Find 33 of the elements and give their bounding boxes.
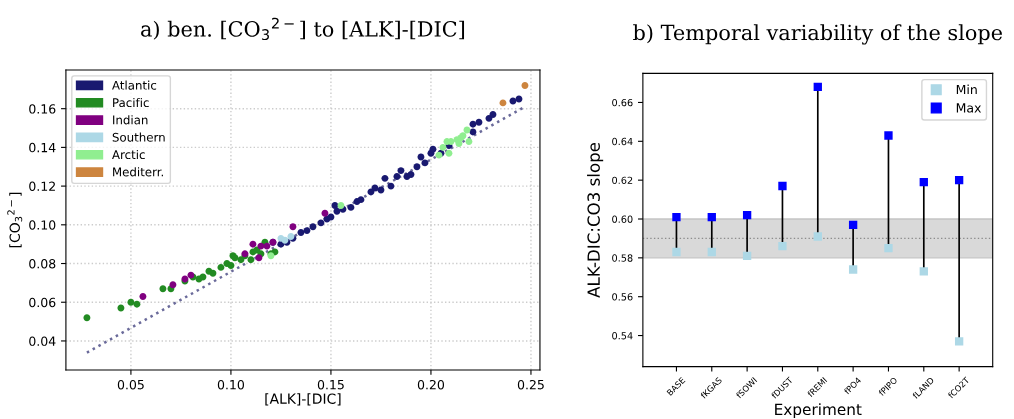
- x-tick-label: 0.05: [117, 379, 144, 390]
- y-tick-label: 0.64: [612, 137, 633, 146]
- y-tick-label: 0.10: [29, 220, 56, 230]
- y-tick-label: 0.06: [29, 297, 56, 308]
- legend-label: Southern: [112, 132, 165, 142]
- legend-label: Max: [956, 103, 982, 113]
- y-tick-label: 0.62: [612, 176, 633, 184]
- y-tick-label: 0.60: [612, 215, 633, 223]
- legend-label: Mediterr.: [113, 167, 163, 177]
- y-axis-title: ALK-DIC:CO3 slope: [587, 142, 604, 298]
- x-axis-title: Experiment: [775, 403, 862, 419]
- y-axis-title: [CO$_{3}$$^{2−}$]: [7, 192, 23, 248]
- x-axis-title: [ALK]-[DIC]: [265, 393, 341, 406]
- y-tick-label: 0.14: [29, 142, 56, 153]
- x-tick-label: 0.15: [317, 379, 344, 390]
- x-tick-label: 0.25: [517, 379, 544, 390]
- chart-title: a) ben. [CO$_{3}$$^{2−}$] to [ALK]-[DIC]: [141, 17, 465, 41]
- y-tick-label: 0.66: [612, 98, 633, 107]
- legend-label: Pacific: [113, 97, 149, 108]
- y-tick-label: 0.04: [29, 336, 56, 346]
- y-tick-label: 0.54: [612, 332, 633, 340]
- legend-label: Min: [956, 84, 977, 95]
- legend-label: Indian: [113, 115, 148, 125]
- legend-label: Atlantic: [112, 80, 157, 90]
- chart-title: b) Temporal variability of the slope: [633, 24, 1002, 45]
- y-tick-label: 0.08: [29, 259, 56, 269]
- y-tick-label: 0.16: [29, 104, 56, 114]
- y-tick-label: 0.56: [612, 293, 633, 301]
- x-tick-label: 0.10: [217, 379, 245, 390]
- y-tick-label: 0.12: [29, 181, 55, 192]
- x-tick-label: 0.20: [417, 379, 445, 390]
- legend-label: Arctic: [112, 149, 145, 160]
- y-tick-label: 0.58: [612, 254, 633, 262]
